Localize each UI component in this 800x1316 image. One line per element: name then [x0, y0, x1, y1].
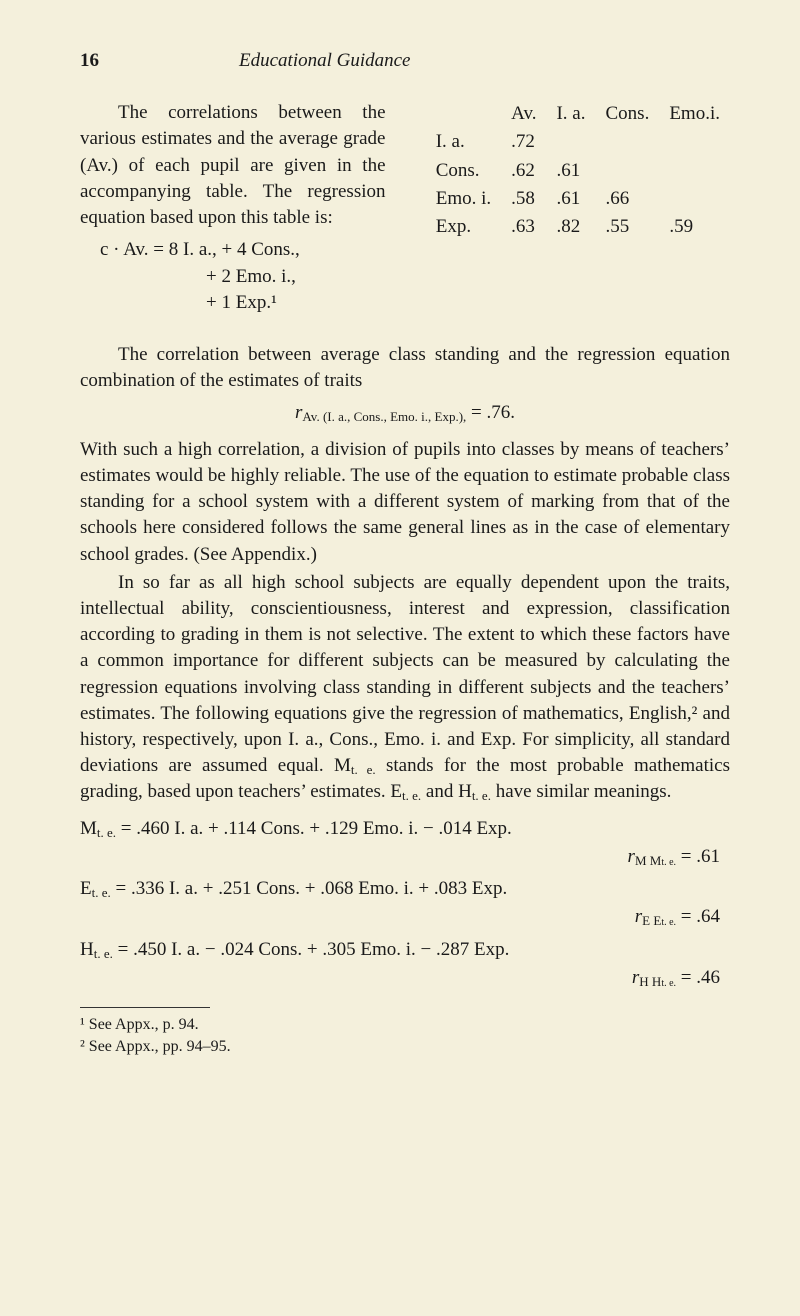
reg-M-rest: = .460 I. a. + .114 Cons. + .129 Emo. i.…	[116, 818, 512, 839]
footnote-2: ² See Appx., pp. 94–95.	[80, 1036, 730, 1058]
thead-emoi: Emo.i.	[659, 100, 730, 128]
r-E-eq: = .64	[676, 906, 720, 927]
row-ia-av: .72	[501, 128, 546, 156]
eq-line-2: + 2 Emo. i.,	[206, 264, 386, 290]
row-exp-cons: .55	[596, 213, 660, 241]
regression-equation-block: c · Av. = 8 I. a., + 4 Cons., + 2 Emo. i…	[80, 237, 386, 316]
row-ia-ia	[546, 128, 595, 156]
row-emoi-label: Emo. i.	[426, 185, 501, 213]
r-equation: rAv. (I. a., Cons., Emo. i., Exp.), = .7…	[80, 400, 730, 426]
para-regression-discussion: In so far as all high school subjects ar…	[80, 570, 730, 806]
row-cons-cons	[596, 157, 660, 185]
row-emoi-av: .58	[501, 185, 546, 213]
r-M: rM Mt. e. = .61	[80, 844, 720, 870]
running-title: Educational Guidance	[239, 48, 411, 74]
row-cons-av: .62	[501, 157, 546, 185]
row-emoi-ia: .61	[546, 185, 595, 213]
row-ia-emoi	[659, 128, 730, 156]
eq-line-1: c · Av. = 8 I. a., + 4 Cons.,	[100, 237, 386, 263]
para4-part-c: and H	[421, 781, 472, 802]
r-H-sub2: t. e.	[661, 978, 676, 989]
para4-sub1: t. e.	[351, 762, 376, 777]
para4-sub3: t. e.	[472, 788, 491, 803]
thead-av: Av.	[501, 100, 546, 128]
para4-part-d: have similar meanings.	[491, 781, 671, 802]
footnote-rule	[80, 1007, 210, 1008]
row-cons-emoi	[659, 157, 730, 185]
footnote-1: ¹ See Appx., p. 94.	[80, 1014, 730, 1036]
intro-with-table: Av. I. a. Cons. Emo.i. I. a. .72 Cons. .…	[80, 100, 730, 332]
r-value: = .76.	[466, 402, 515, 423]
thead-cons: Cons.	[596, 100, 660, 128]
row-exp-ia: .82	[546, 213, 595, 241]
r-M-sub2: t. e.	[661, 857, 676, 868]
reg-M-lhs: M	[80, 818, 97, 839]
r-H-eq: = .46	[676, 967, 720, 988]
thead-ia: I. a.	[546, 100, 595, 128]
para-correlation-intro: The correlation between average class st…	[80, 342, 730, 394]
reg-H-sub: t. e.	[94, 946, 113, 961]
reg-E: Et. e. = .336 I. a. + .251 Cons. + .068 …	[80, 876, 730, 902]
reg-M: Mt. e. = .460 I. a. + .114 Cons. + .129 …	[80, 816, 730, 842]
para4-part-a: In so far as all high school subjects ar…	[80, 572, 730, 777]
r-M-eq: = .61	[676, 846, 720, 867]
reg-H-lhs: H	[80, 939, 94, 960]
intro-paragraph: The correlations between the various est…	[80, 100, 386, 231]
page-header: 16 Educational Guidance	[80, 48, 730, 74]
r-E: rE Et. e. = .64	[80, 904, 720, 930]
eq-line-3: + 1 Exp.¹	[206, 290, 386, 316]
r-subscript: Av. (I. a., Cons., Emo. i., Exp.),	[302, 409, 466, 424]
row-cons-ia: .61	[546, 157, 595, 185]
thead-blank	[426, 100, 501, 128]
para-division-reliable: With such a high correlation, a division…	[80, 437, 730, 568]
reg-M-sub: t. e.	[97, 825, 116, 840]
r-M-sub1: M M	[635, 853, 661, 868]
r-H-sub1: H H	[639, 974, 661, 989]
r-E-sub1: E E	[642, 913, 661, 928]
reg-H-rest: = .450 I. a. − .024 Cons. + .305 Emo. i.…	[113, 939, 509, 960]
r-E-sub2: t. e.	[661, 917, 676, 928]
row-exp-av: .63	[501, 213, 546, 241]
row-ia-label: I. a.	[426, 128, 501, 156]
para4-sub2: t. e.	[402, 788, 421, 803]
page-number: 16	[80, 48, 99, 74]
r-M-r: r	[628, 846, 635, 867]
regression-equations: Mt. e. = .460 I. a. + .114 Cons. + .129 …	[80, 816, 730, 991]
row-cons-label: Cons.	[426, 157, 501, 185]
reg-E-lhs: E	[80, 878, 92, 899]
row-emoi-emoi	[659, 185, 730, 213]
footnotes: ¹ See Appx., p. 94. ² See Appx., pp. 94–…	[80, 1014, 730, 1058]
row-emoi-cons: .66	[596, 185, 660, 213]
reg-H: Ht. e. = .450 I. a. − .024 Cons. + .305 …	[80, 937, 730, 963]
reg-E-sub: t. e.	[92, 885, 111, 900]
row-ia-cons	[596, 128, 660, 156]
correlation-table: Av. I. a. Cons. Emo.i. I. a. .72 Cons. .…	[412, 100, 731, 241]
reg-E-rest: = .336 I. a. + .251 Cons. + .068 Emo. i.…	[111, 878, 507, 899]
row-exp-emoi: .59	[659, 213, 730, 241]
r-H: rH Ht. e. = .46	[80, 965, 720, 991]
row-exp-label: Exp.	[426, 213, 501, 241]
